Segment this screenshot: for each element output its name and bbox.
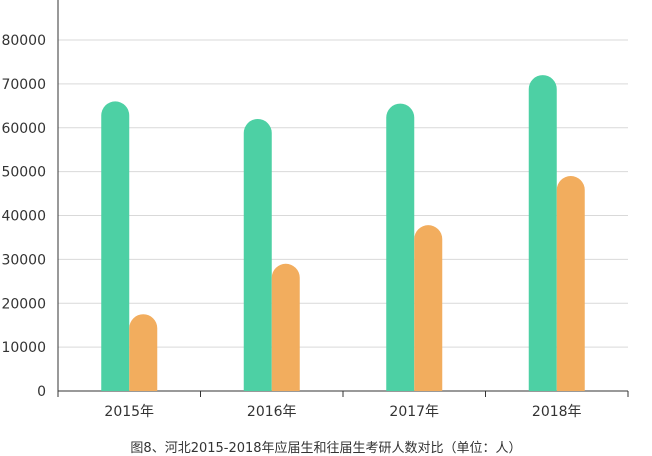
bar-series2-3 <box>556 176 585 391</box>
y-tick-label: 70000 <box>1 77 46 93</box>
x-tick-label: 2015年 <box>104 404 154 420</box>
x-tick-label: 2016年 <box>247 404 297 420</box>
bar-chart: 0 10000 20000 30000 40000 50000 60000 70000 8000… <box>1 0 629 420</box>
y-tick-label: 10000 <box>1 340 46 356</box>
chart-caption: 图8、河北2015-2018年应届生和往届生考研人数对比（单位：人） <box>130 441 522 456</box>
y-tick-label: 50000 <box>1 165 46 181</box>
bar-series2-1 <box>271 263 300 391</box>
x-tick-label: 2018年 <box>532 404 582 420</box>
bar-series1-0 <box>101 101 130 392</box>
y-tick-label: 20000 <box>1 296 46 312</box>
bar-series2-2 <box>414 225 443 391</box>
bar-series1-3 <box>528 75 557 391</box>
bar-series1-1 <box>243 118 272 391</box>
y-tick-label: 40000 <box>1 209 46 225</box>
x-tick-label: 2017年 <box>389 404 439 420</box>
bar-series1-2 <box>386 103 415 392</box>
y-tick-label: 80000 <box>1 33 46 49</box>
y-tick-label: 60000 <box>1 121 46 137</box>
y-tick-label: 0 <box>37 384 46 400</box>
y-tick-label: 30000 <box>1 252 46 268</box>
bar-series2-0 <box>129 314 158 391</box>
